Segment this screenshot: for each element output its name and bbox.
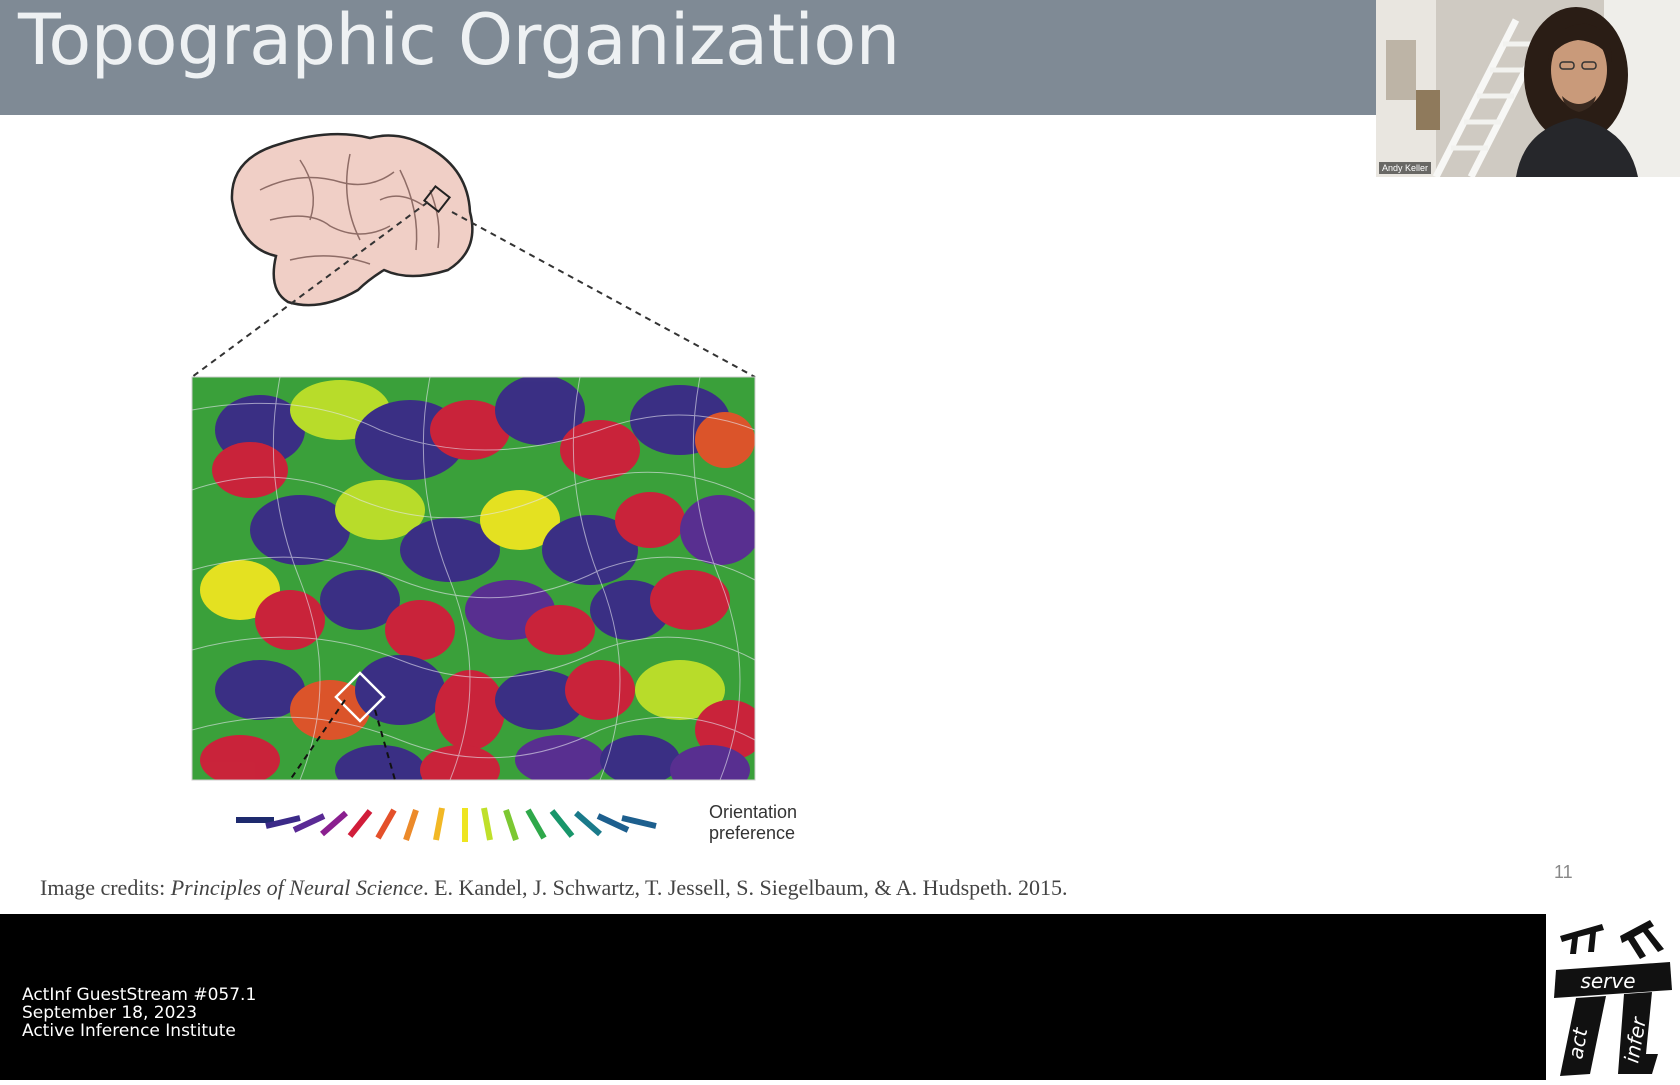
credits-prefix: Image credits: <box>40 875 171 900</box>
logo-act-text: act <box>1563 1025 1592 1061</box>
orientation-label-line2: preference <box>709 823 796 843</box>
stream-info-line2: September 18, 2023 <box>22 1003 198 1023</box>
brain-illustration <box>230 132 474 307</box>
credits-authors: . E. Kandel, J. Schwartz, T. Jessell, S.… <box>423 875 1068 900</box>
page-number: 11 <box>1554 862 1573 882</box>
institute-logo: serve act infer <box>1546 914 1680 1080</box>
webcam-feed: Andy Keller <box>1376 0 1680 177</box>
orientation-preference-label: Orientation preference <box>709 802 829 844</box>
slide-title: Topographic Organization <box>18 0 900 81</box>
credits-book-title: Principles of Neural Science <box>170 875 424 900</box>
pi-logo-icon: serve act infer <box>1546 914 1680 1080</box>
image-credits: Image credits: Principles of Neural Scie… <box>40 875 1068 901</box>
projection-lines <box>191 201 756 378</box>
orientation-map <box>192 377 755 780</box>
webcam-video-image <box>1376 0 1680 177</box>
orientation-map-figure <box>191 132 756 842</box>
stream-footer <box>0 914 1680 1080</box>
orientation-scale <box>236 807 657 842</box>
stream-info-line3: Active Inference Institute <box>22 1021 236 1041</box>
logo-serve-text: serve <box>1580 969 1635 993</box>
orientation-label-line1: Orientation <box>709 802 798 822</box>
stream-info-line1: ActInf GuestStream #057.1 <box>22 985 257 1005</box>
slide-header: Topographic Organization <box>0 0 1376 115</box>
stream-info: ActInf GuestStream #057.1 September 18, … <box>22 986 256 1040</box>
participant-name: Andy Keller <box>1379 162 1432 174</box>
